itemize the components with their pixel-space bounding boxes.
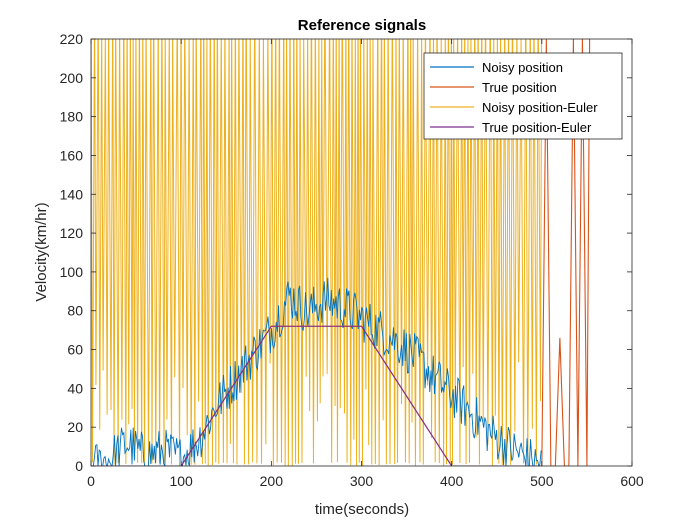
legend-label: Noisy position-Euler (482, 100, 598, 115)
y-axis-label: Velocity(km/hr) (33, 202, 50, 301)
y-tick-label: 120 (60, 225, 84, 241)
y-tick-label: 60 (67, 342, 83, 358)
x-tick-label: 600 (620, 473, 644, 489)
y-tick-label: 140 (60, 186, 84, 202)
chart-title: Reference signals (298, 17, 426, 34)
y-tick-label: 200 (60, 70, 84, 86)
x-tick-label: 100 (169, 473, 193, 489)
y-tick-label: 20 (67, 419, 83, 435)
legend-label: Noisy position (482, 60, 563, 75)
x-axis-label: time(seconds) (315, 501, 409, 518)
legend-label: True position-Euler (482, 120, 592, 135)
y-tick-label: 0 (75, 458, 83, 474)
x-tick-label: 200 (260, 473, 284, 489)
y-tick-label: 180 (60, 109, 84, 125)
x-tick-label: 500 (530, 473, 554, 489)
x-tick-label: 400 (440, 473, 464, 489)
legend: Noisy position True position Noisy positio… (423, 52, 623, 140)
y-tick-label: 80 (67, 303, 83, 319)
series-noisy-position (91, 277, 542, 466)
y-tick-label: 40 (67, 380, 83, 396)
y-tick-label: 160 (60, 147, 84, 163)
x-axis: 0 100 200 300 400 500 600 (87, 39, 644, 489)
y-axis: 0 20 40 60 80 100 120 140 160 180 200 220 (60, 31, 632, 474)
legend-label: True position (482, 80, 557, 95)
y-tick-label: 220 (60, 31, 84, 47)
series-noisy-position-euler (91, 39, 543, 466)
x-tick-label: 0 (87, 473, 95, 489)
x-tick-label: 300 (350, 473, 374, 489)
series-true-position-euler (91, 325, 542, 466)
y-tick-label: 100 (60, 264, 84, 280)
series-layer (91, 39, 591, 466)
